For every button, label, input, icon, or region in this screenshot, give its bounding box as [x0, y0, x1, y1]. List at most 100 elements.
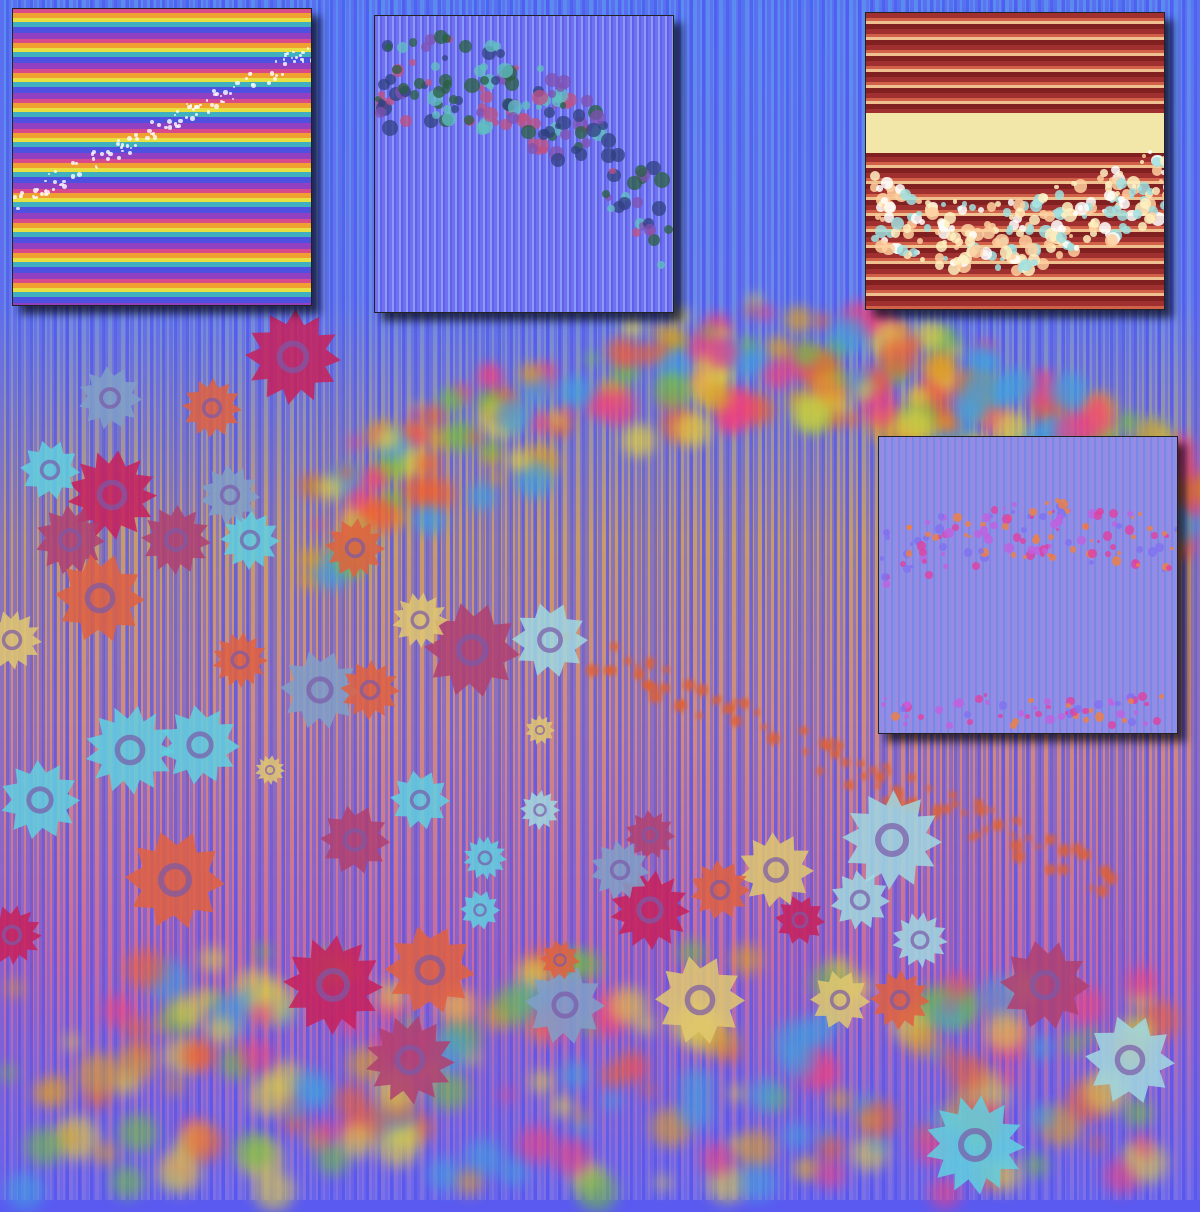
- panel-particle: [232, 98, 234, 100]
- panel-particle: [870, 171, 880, 181]
- panel-particle: [157, 123, 161, 127]
- panel-particle: [1034, 534, 1039, 539]
- panel-particle: [275, 60, 278, 63]
- panel-particle: [220, 95, 222, 97]
- panel-particle: [1147, 526, 1153, 532]
- panel-particle: [310, 58, 312, 63]
- panel-particle: [174, 114, 176, 116]
- panel-particle: [984, 535, 993, 544]
- panel-particle: [916, 199, 921, 204]
- panel-particle: [1143, 721, 1148, 726]
- panel-particle: [100, 152, 104, 156]
- panel-particle: [964, 533, 968, 537]
- panel-particle: [1159, 179, 1164, 184]
- panel-particle: [978, 548, 984, 554]
- panel-particle: [392, 65, 402, 75]
- panel-particle: [128, 151, 132, 155]
- panel-particle: [1133, 209, 1142, 218]
- panel-particle: [964, 548, 972, 556]
- panel-particle: [188, 107, 190, 109]
- panel-particle: [1170, 547, 1174, 551]
- panel-particle: [1163, 183, 1165, 190]
- panel-particle: [917, 238, 923, 244]
- flower: [125, 832, 225, 928]
- panel-particle: [77, 172, 82, 177]
- panel-particle: [975, 695, 983, 703]
- flower: [213, 632, 268, 688]
- panel-particle: [1056, 514, 1063, 521]
- panel-particle: [167, 119, 172, 124]
- panel-particle: [1116, 523, 1122, 529]
- panel-particle: [560, 129, 571, 140]
- panel-particle: [938, 513, 944, 519]
- panel-particle: [1048, 534, 1054, 540]
- panel-particle: [117, 156, 121, 160]
- panel-particle: [611, 148, 625, 162]
- panel-particle: [1148, 150, 1152, 154]
- panel-particle: [1061, 212, 1067, 218]
- rainbow-stripes-panel: [12, 8, 312, 306]
- panel-particle: [195, 113, 198, 116]
- panel-particle: [1069, 234, 1074, 239]
- panel-particle: [210, 103, 214, 107]
- panel-particle: [527, 143, 538, 154]
- panel-particle: [943, 564, 949, 570]
- panel-particle: [176, 110, 180, 114]
- panel-particle: [967, 719, 973, 725]
- flower: [0, 906, 42, 966]
- panel-particle: [130, 147, 132, 149]
- panel-particle: [1162, 191, 1165, 200]
- panel-particle: [908, 525, 912, 529]
- panel-particle: [1105, 234, 1118, 247]
- panel-particle: [409, 59, 416, 66]
- panel-particle: [1140, 198, 1151, 209]
- panel-particle: [922, 559, 928, 565]
- flower: [255, 755, 285, 785]
- flower: [775, 896, 825, 944]
- panel-particle: [897, 245, 908, 256]
- lavender-dots-panel: [878, 436, 1178, 734]
- panel-particle: [48, 173, 50, 175]
- panel-particle: [378, 91, 384, 97]
- panel-particle: [1095, 712, 1105, 722]
- panel-particle: [1111, 166, 1119, 174]
- panel-particle: [1088, 549, 1096, 557]
- panel-particle: [1128, 718, 1136, 726]
- panel-particle: [1103, 531, 1112, 540]
- panel-particle: [190, 104, 193, 107]
- flower: [691, 860, 750, 919]
- panel-particle: [1161, 170, 1165, 175]
- panel-particle: [904, 714, 909, 719]
- panel-particle: [292, 51, 294, 53]
- panel-particle: [521, 125, 535, 139]
- panel-particle: [178, 119, 182, 123]
- panel-particle: [1086, 211, 1092, 217]
- panel-particle: [881, 702, 887, 708]
- panel-particle: [52, 188, 55, 191]
- panel-particle: [885, 535, 889, 539]
- panel-particle: [1112, 556, 1121, 565]
- panel-particle: [1052, 510, 1055, 513]
- panel-particle: [1021, 527, 1027, 533]
- panel-particle: [1110, 544, 1116, 550]
- panel-particle: [106, 157, 110, 161]
- panel-particle: [442, 55, 448, 61]
- panel-particle: [299, 54, 302, 57]
- panel-particle: [883, 580, 891, 588]
- panel-particle: [958, 205, 967, 214]
- flower: [182, 378, 242, 438]
- panel-particle: [880, 556, 885, 561]
- panel-particle: [293, 60, 296, 63]
- panel-particle: [1011, 552, 1016, 557]
- panel-particle: [1028, 698, 1033, 703]
- flower: [526, 715, 555, 745]
- panel-particle: [891, 712, 900, 721]
- panel-particle: [978, 207, 984, 213]
- panel-particle: [134, 133, 138, 137]
- panel-particle: [270, 71, 274, 75]
- panel-particle: [1108, 721, 1116, 729]
- panel-particle: [1071, 181, 1076, 186]
- flower: [86, 706, 175, 795]
- panel-particle: [1029, 508, 1036, 515]
- panel-particle: [924, 224, 932, 232]
